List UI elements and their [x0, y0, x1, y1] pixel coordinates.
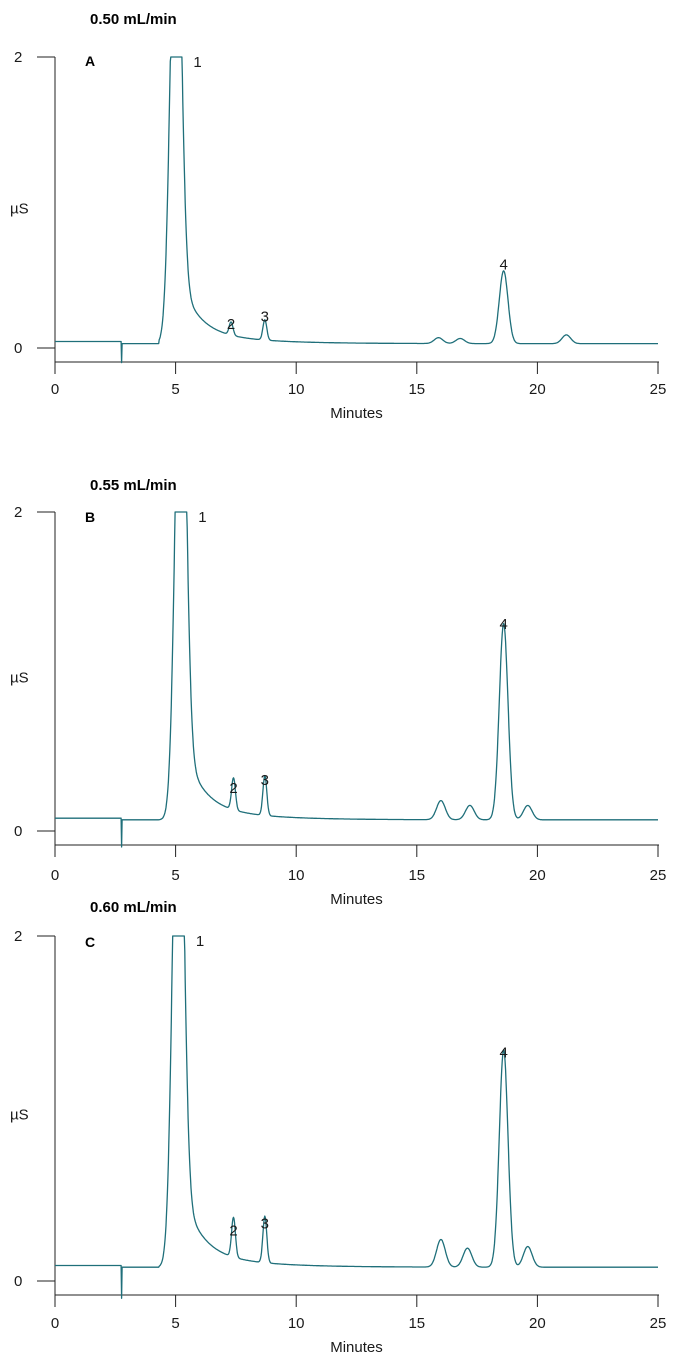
x-tick-label: 20: [529, 381, 546, 398]
peak-label: 4: [499, 616, 507, 633]
peak-label: 4: [499, 256, 507, 273]
x-tick-label: 5: [171, 381, 179, 398]
peak-label: 1: [193, 54, 201, 71]
x-axis-label: Minutes: [330, 1339, 383, 1356]
y-axis-label: µS: [10, 201, 29, 218]
x-tick-label: 25: [650, 381, 667, 398]
peak-label: 1: [196, 933, 204, 950]
peak-label: 2: [229, 1222, 237, 1239]
y-tick-label: 0: [14, 340, 22, 357]
x-tick-label: 15: [408, 867, 425, 884]
peak-label: 3: [261, 309, 269, 326]
panel-letter: B: [85, 509, 95, 525]
panel-title: 0.55 mL/min: [90, 477, 177, 494]
panel-title: 0.60 mL/min: [90, 899, 177, 916]
peak-label: 4: [499, 1045, 507, 1062]
x-tick-label: 25: [650, 867, 667, 884]
x-tick-label: 20: [529, 867, 546, 884]
x-tick-label: 25: [650, 1315, 667, 1332]
y-tick-label: 0: [14, 1273, 22, 1290]
x-tick-label: 10: [288, 381, 305, 398]
peak-label: 2: [227, 316, 235, 333]
peak-label: 2: [229, 780, 237, 797]
panel-letter: A: [85, 53, 95, 69]
x-axis-label: Minutes: [330, 405, 383, 422]
x-tick-label: 0: [51, 381, 59, 398]
x-tick-label: 10: [288, 867, 305, 884]
x-tick-label: 15: [408, 1315, 425, 1332]
y-axis-label: µS: [10, 1107, 29, 1124]
peak-label: 3: [261, 772, 269, 789]
x-tick-label: 5: [171, 1315, 179, 1332]
panel-title: 0.50 mL/min: [90, 11, 177, 28]
chromatogram-trace: [54, 56, 659, 364]
panel-letter: C: [85, 934, 95, 950]
y-tick-label: 2: [14, 49, 22, 66]
x-axis-label: Minutes: [330, 891, 383, 908]
y-tick-label: 0: [14, 823, 22, 840]
peak-label: 3: [261, 1215, 269, 1232]
chromatogram-trace: [54, 511, 659, 848]
x-tick-label: 15: [408, 381, 425, 398]
x-tick-label: 20: [529, 1315, 546, 1332]
chromatogram-trace: [54, 935, 659, 1299]
x-tick-label: 0: [51, 1315, 59, 1332]
x-tick-label: 5: [171, 867, 179, 884]
x-tick-label: 10: [288, 1315, 305, 1332]
x-tick-label: 0: [51, 867, 59, 884]
y-tick-label: 2: [14, 928, 22, 945]
y-tick-label: 2: [14, 504, 22, 521]
peak-label: 1: [198, 509, 206, 526]
y-axis-label: µS: [10, 670, 29, 687]
